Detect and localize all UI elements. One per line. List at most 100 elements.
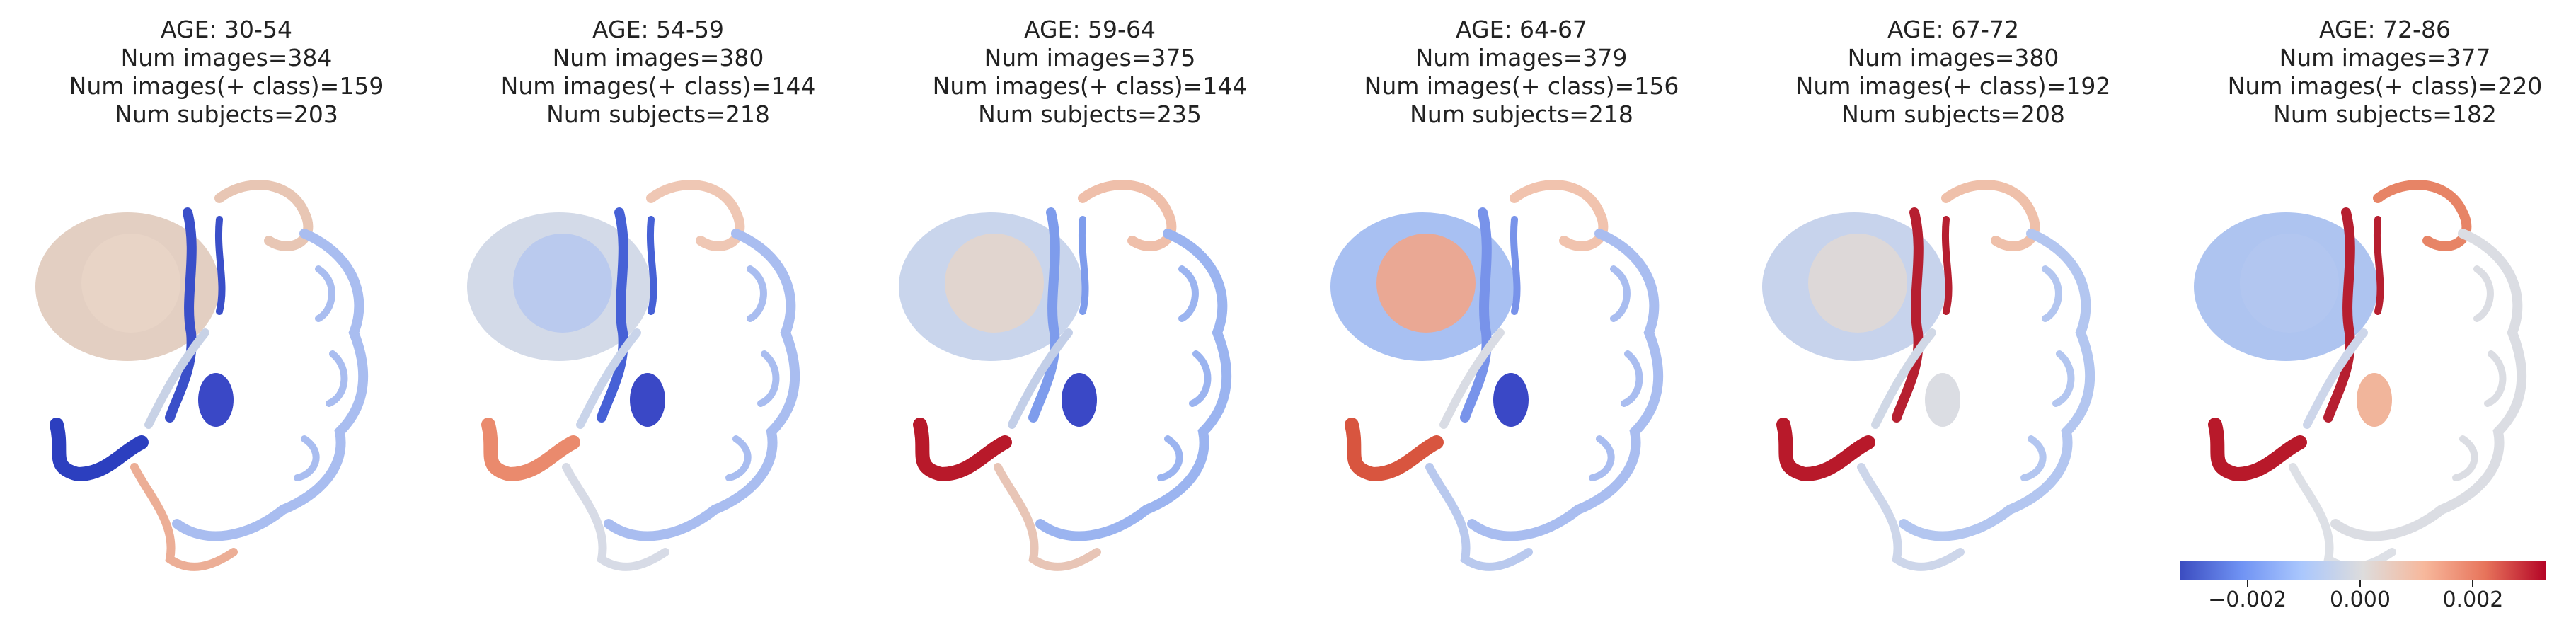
cortex-top: [1941, 180, 2040, 251]
brain-slice-image: [2194, 180, 2527, 571]
cortex-bottom: [562, 463, 669, 571]
central-blob: [2357, 373, 2392, 427]
cerebellum-core: [945, 234, 1044, 333]
colorbar-tick: [2359, 580, 2361, 587]
cerebellum-core: [1808, 234, 1907, 333]
cortex-top: [646, 180, 745, 251]
panel-title-line: Num images(+ class)=159: [69, 72, 384, 100]
cerebellum-core: [513, 234, 612, 333]
stem-tract: [1871, 328, 1936, 429]
cortex-gyri: [2020, 265, 2075, 481]
cortex-gyri: [1157, 265, 1212, 481]
panel-title-line: Num subjects=218: [546, 101, 770, 128]
central-blob: [630, 373, 665, 427]
colorbar-tick: [2246, 580, 2248, 587]
brain-panel: AGE: 72-86 Num images=377 Num images(+ cla…: [2194, 0, 2576, 637]
temporal-region: [50, 418, 149, 482]
panel-title-line: Num images=377: [2279, 44, 2491, 71]
cerebellum-core: [81, 234, 180, 333]
panel-title-line: AGE: 72-86: [2319, 16, 2451, 43]
stem-tract: [1008, 328, 1073, 429]
inner-tract: [1028, 207, 1060, 423]
colorbar-tick-label: 0.000: [2330, 587, 2391, 612]
panel-title-line: Num images(+ class)=192: [1795, 72, 2111, 100]
brain-panel: AGE: 64-67 Num images=379 Num images(+ cla…: [1330, 0, 1713, 637]
inner-tract-2: [1078, 216, 1089, 315]
inner-tract-2: [646, 216, 657, 315]
cortex-bottom: [1857, 463, 1965, 571]
cortex-gyri: [294, 265, 348, 481]
panel-title: AGE: 30-54 Num images=384 Num images(+ cla…: [35, 16, 418, 129]
panel-title-line: AGE: 59-64: [1024, 16, 1156, 43]
panel-title-line: Num images(+ class)=156: [1364, 72, 1679, 100]
stem-tract: [1439, 328, 1505, 429]
colorbar-ticks: −0.002 0.000 0.002: [2180, 580, 2546, 623]
panel-title-line: Num subjects=218: [1410, 101, 1633, 128]
brain-slice-image: [1330, 180, 1664, 571]
cortex-right: [1035, 229, 1232, 541]
inner-tract-2: [2373, 216, 2384, 315]
panel-title-line: Num subjects=208: [1841, 101, 2065, 128]
temporal-region: [913, 418, 1012, 482]
cortex-right: [1467, 229, 1664, 541]
colorbar-tick: [2472, 580, 2474, 587]
stem-tract: [576, 328, 641, 429]
panel-title-line: Num images=375: [984, 44, 1196, 71]
inner-tract-2: [1510, 216, 1521, 315]
stem-tract: [144, 328, 209, 429]
central-blob: [1493, 373, 1529, 427]
cortex-bottom: [1425, 463, 1533, 571]
central-blob: [1925, 373, 1960, 427]
panel-title: AGE: 72-86 Num images=377 Num images(+ cla…: [2194, 16, 2576, 129]
brain-panel: AGE: 59-64 Num images=375 Num images(+ cla…: [899, 0, 1281, 637]
panel-title-line: Num images=380: [1847, 44, 2059, 71]
panel-title-line: AGE: 30-54: [161, 16, 292, 43]
cortex-bottom: [2289, 463, 2396, 571]
cerebellum-core: [1376, 234, 1476, 333]
panel-title-line: Num subjects=203: [115, 101, 338, 128]
panel-title-line: AGE: 67-72: [1887, 16, 2019, 43]
inner-tract: [1460, 207, 1492, 423]
cerebellum-core: [2240, 234, 2339, 333]
inner-tract: [597, 207, 628, 423]
cortex-gyri: [725, 265, 780, 481]
cortex-top: [1078, 180, 1177, 251]
temporal-region: [1345, 418, 1444, 482]
cortex-right: [172, 229, 369, 541]
inner-tract-2: [214, 216, 226, 315]
colorbar-tick-label: −0.002: [2208, 587, 2287, 612]
panel-title-line: Num images=379: [1415, 44, 1628, 71]
inner-tract: [1892, 207, 1924, 423]
cortex-bottom: [994, 463, 1101, 571]
stem-tract: [2303, 328, 2368, 429]
panel-title-line: Num subjects=182: [2273, 101, 2497, 128]
cortex-gyri: [2452, 265, 2507, 481]
panel-title-line: Num images=380: [552, 44, 764, 71]
cortex-right: [1899, 229, 2095, 541]
temporal-region: [2208, 418, 2307, 482]
inner-tract: [165, 207, 197, 423]
inner-tract: [2323, 207, 2355, 423]
inner-tract-2: [1941, 216, 1953, 315]
central-blob: [198, 373, 234, 427]
panel-title-line: Num images=384: [120, 44, 333, 71]
panel-title-line: Num images(+ class)=220: [2227, 72, 2543, 100]
temporal-region: [481, 418, 580, 482]
cortex-top: [1510, 180, 1609, 251]
brain-panel: AGE: 67-72 Num images=380 Num images(+ cla…: [1762, 0, 2144, 637]
panel-title: AGE: 64-67 Num images=379 Num images(+ cla…: [1330, 16, 1713, 129]
brain-slice-image: [1762, 180, 2095, 571]
brain-panel: AGE: 30-54 Num images=384 Num images(+ cla…: [35, 0, 418, 637]
cortex-right: [604, 229, 800, 541]
central-blob: [1062, 373, 1097, 427]
brain-panel: AGE: 54-59 Num images=380 Num images(+ cla…: [467, 0, 849, 637]
cortex-bottom: [130, 463, 238, 571]
panel-title: AGE: 59-64 Num images=375 Num images(+ cla…: [899, 16, 1281, 129]
colorbar: [2180, 561, 2546, 580]
panel-title-line: AGE: 54-59: [592, 16, 724, 43]
cortex-right: [2330, 229, 2527, 541]
brain-slice-image: [467, 180, 800, 571]
brain-slice-image: [35, 180, 369, 571]
cortex-top: [2373, 180, 2472, 251]
panel-title-line: Num subjects=235: [978, 101, 1202, 128]
